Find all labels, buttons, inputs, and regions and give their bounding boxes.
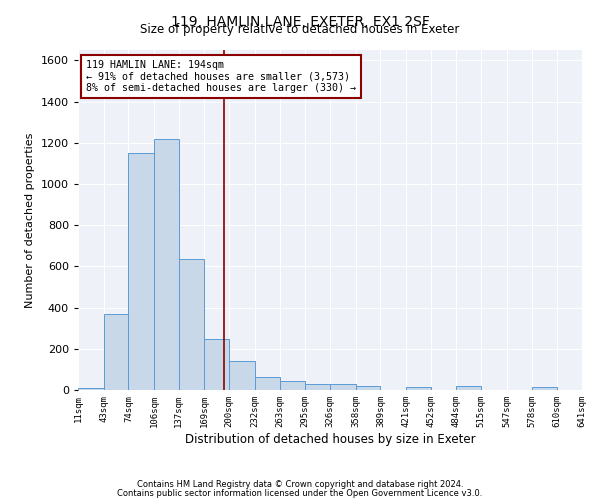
Bar xyxy=(205,339,229,390)
Bar xyxy=(356,386,380,390)
X-axis label: Distribution of detached houses by size in Exeter: Distribution of detached houses by size … xyxy=(185,432,475,446)
Text: Contains public sector information licensed under the Open Government Licence v3: Contains public sector information licen… xyxy=(118,488,482,498)
Bar xyxy=(78,388,104,390)
Bar xyxy=(532,387,557,390)
Text: 119 HAMLIN LANE: 194sqm
← 91% of detached houses are smaller (3,573)
8% of semi-: 119 HAMLIN LANE: 194sqm ← 91% of detache… xyxy=(86,60,356,94)
Bar xyxy=(305,384,330,390)
Text: Size of property relative to detached houses in Exeter: Size of property relative to detached ho… xyxy=(140,22,460,36)
Bar xyxy=(229,360,255,390)
Bar xyxy=(280,381,305,390)
Bar xyxy=(154,138,179,390)
Bar xyxy=(179,259,205,390)
Bar xyxy=(128,153,154,390)
Bar xyxy=(330,384,356,390)
Y-axis label: Number of detached properties: Number of detached properties xyxy=(25,132,35,308)
Bar xyxy=(406,387,431,390)
Text: 119, HAMLIN LANE, EXETER, EX1 2SF: 119, HAMLIN LANE, EXETER, EX1 2SF xyxy=(170,15,430,29)
Bar xyxy=(255,377,280,390)
Bar xyxy=(457,386,481,390)
Bar xyxy=(104,314,128,390)
Text: Contains HM Land Registry data © Crown copyright and database right 2024.: Contains HM Land Registry data © Crown c… xyxy=(137,480,463,489)
